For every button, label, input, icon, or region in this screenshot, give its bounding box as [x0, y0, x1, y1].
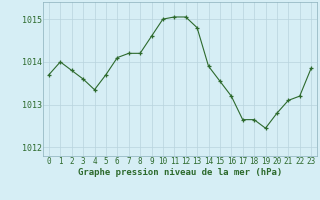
- X-axis label: Graphe pression niveau de la mer (hPa): Graphe pression niveau de la mer (hPa): [78, 168, 282, 177]
